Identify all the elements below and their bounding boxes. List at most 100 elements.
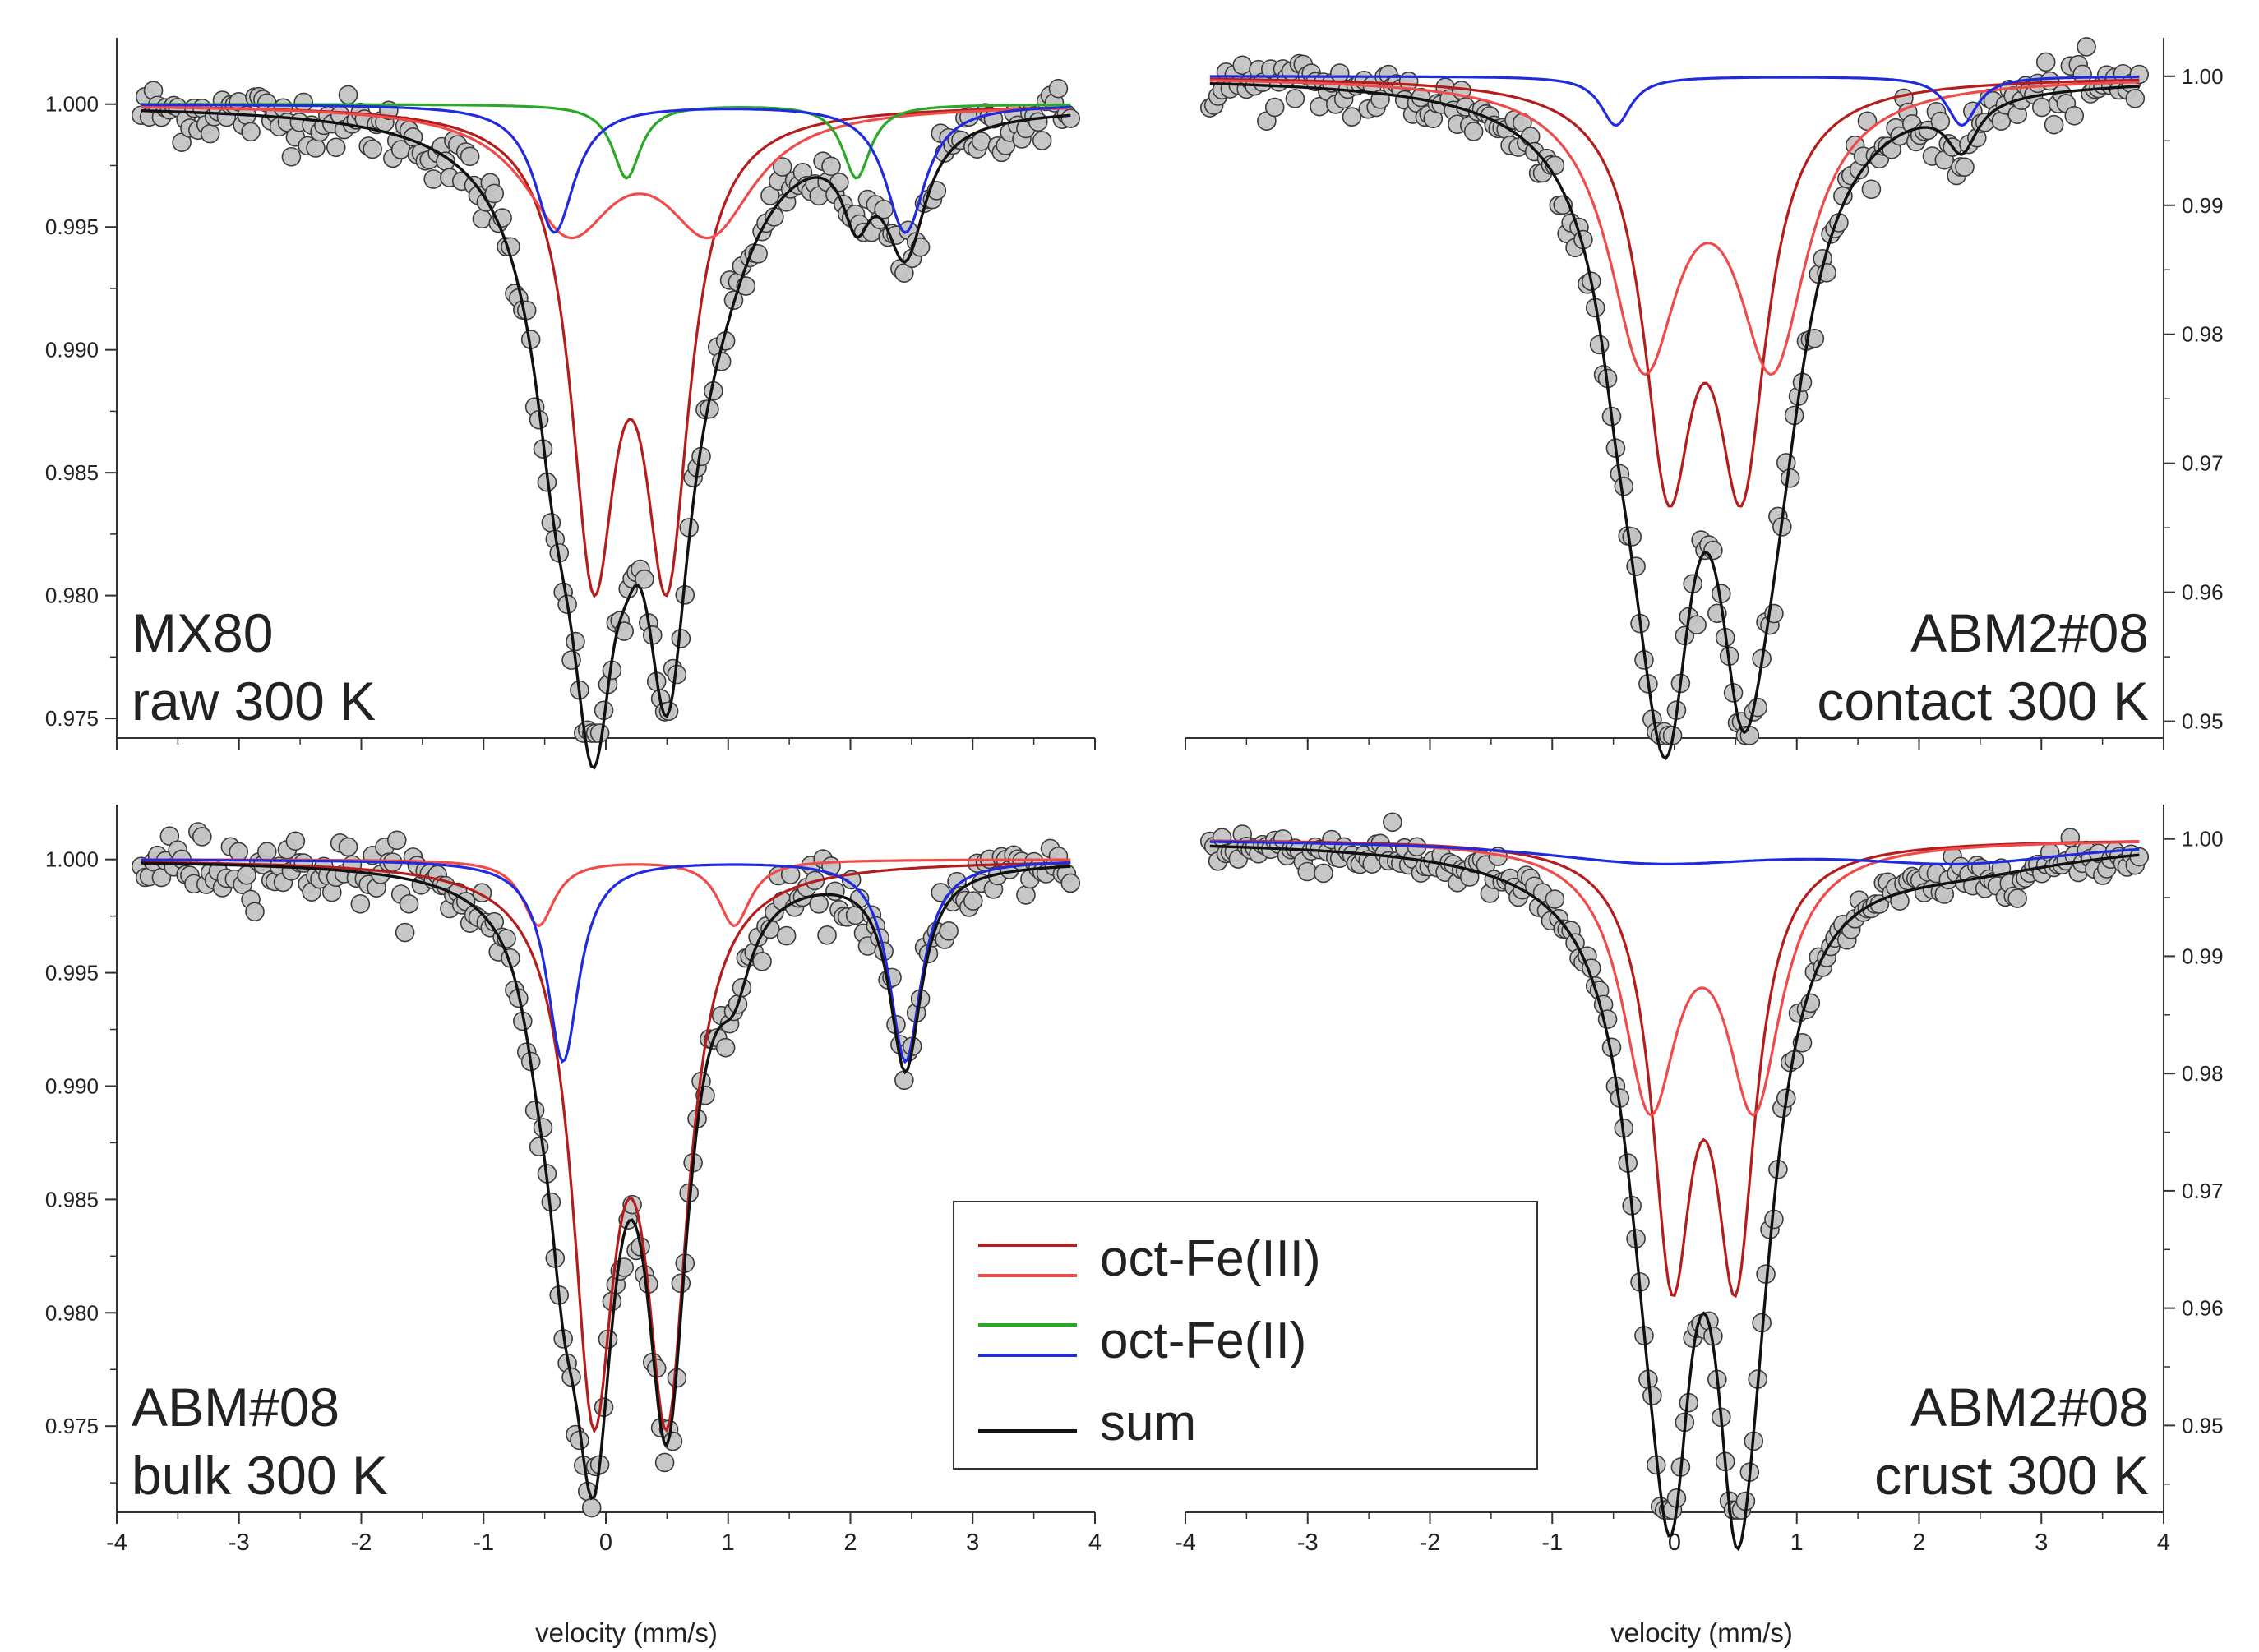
data-point [350, 894, 371, 914]
data-point [256, 842, 277, 861]
data-point [1028, 112, 1048, 132]
panel-label-line2: raw 300 K [132, 671, 376, 731]
x-tick-label: 4 [1088, 1530, 1102, 1556]
y-tick-label: 0.985 [45, 460, 99, 485]
data-point [1622, 527, 1642, 547]
y-tick-label: 0.99 [2182, 944, 2224, 968]
data-point [1314, 863, 1333, 884]
data-point [715, 1037, 736, 1058]
data-point [338, 837, 358, 857]
data-point [1589, 335, 1610, 355]
x-tick-label: -4 [1175, 1530, 1196, 1556]
x-tick-label: 3 [966, 1530, 979, 1556]
sum-line [1209, 844, 2140, 1552]
data-point [1016, 885, 1036, 905]
x-tick-label: 4 [2157, 1530, 2170, 1556]
series-line-oct-fe-ii-doublet [141, 858, 1071, 1064]
x-axis-title-left: velocity (mm/s) [535, 1617, 718, 1648]
panel-abm2-contact: 1.00 0.99 0.98 0.97 0.96 0.95 ABM2#08 contact 3… [1185, 37, 2224, 761]
panel-label-line2: bulk 300 K [132, 1445, 388, 1506]
x-tick-label: 1 [722, 1530, 735, 1556]
data-point [1264, 97, 1285, 118]
data-point [752, 951, 772, 971]
data-point [894, 263, 914, 283]
y-tick-label: 0.98 [2182, 1061, 2224, 1086]
data-point [1626, 556, 1646, 576]
panel-abm-bulk: -4 -3 -2 -1 0 1 2 3 4 1.000 0.995 0.990 0.985 0.980 0.… [45, 805, 1102, 1556]
panel-label-line1: ABM2#08 [1910, 1377, 2149, 1437]
y-tick-label: 0.99 [2182, 193, 2224, 218]
series-line-oct-fe-iii-doublet-2 [141, 105, 1071, 240]
data-point [1955, 157, 1975, 178]
data-point [1329, 63, 1350, 83]
series-line-oct-fe-iii-doublet-1 [141, 861, 1071, 1434]
data-point [1545, 889, 1565, 909]
data-point [1297, 861, 1318, 882]
panel-label-line2: contact 300 K [1817, 671, 2149, 731]
data-point [1048, 78, 1069, 99]
x-tick-label: -3 [229, 1530, 250, 1556]
data-point [1060, 873, 1081, 893]
x-tick-label: 3 [2035, 1530, 2048, 1556]
y-tick-label: 1.00 [2182, 64, 2224, 89]
data-point [663, 1431, 683, 1451]
x-tick-label: 2 [843, 1530, 857, 1556]
data-point [1285, 89, 1305, 108]
data-point [635, 569, 654, 589]
data-point [395, 922, 415, 943]
data-point [829, 172, 849, 192]
y-tick-label: 0.980 [45, 1300, 99, 1325]
panel-label-line2: crust 300 K [1874, 1445, 2149, 1506]
panel-abm2-crust: -4 -3 -2 -1 0 1 2 3 4 1.00 0.99 0.98 0.97 0.96 0.95 ABM… [1175, 805, 2224, 1556]
data-point [2044, 114, 2064, 135]
series-line-oct-fe-ii-doublet [1209, 840, 2140, 865]
x-tick-label: -2 [351, 1530, 372, 1556]
legend-label-fe2: oct-Fe(II) [1100, 1313, 1306, 1369]
data-point [192, 827, 212, 847]
data-point [524, 1101, 545, 1120]
data-point [566, 631, 585, 652]
x-tick-label: 0 [599, 1530, 612, 1556]
panel-label-line1: ABM2#08 [1910, 602, 2149, 663]
legend: oct-Fe(III) oct-Fe(II) sum [953, 1201, 1538, 1470]
data-point [1060, 108, 1081, 128]
data-point [1991, 111, 2012, 131]
data-point [472, 209, 492, 229]
data-point [1930, 111, 1951, 132]
data-point [1861, 179, 1882, 200]
y-tick-label: 0.97 [2182, 451, 2224, 476]
y-tick-label: 1.000 [45, 847, 99, 872]
data-point [281, 146, 302, 167]
data-point [326, 137, 346, 158]
data-point [581, 1497, 602, 1518]
sum-line [1209, 81, 2140, 761]
x-tick-label: -4 [106, 1530, 127, 1556]
x-tick-label: 0 [1668, 1530, 1681, 1556]
panel-label-line1: MX80 [132, 602, 273, 663]
data-point [894, 1070, 914, 1091]
data-point [386, 830, 407, 851]
data-point [1383, 812, 1402, 833]
data-point [939, 921, 959, 941]
data-point [1687, 615, 1707, 635]
sum-line [141, 861, 1071, 1501]
data-point [817, 925, 837, 945]
data-point [399, 894, 419, 914]
y-tick-label: 0.990 [45, 1073, 99, 1098]
data-point [2031, 97, 2052, 118]
y-tick-label: 0.975 [45, 1414, 99, 1438]
series-line-oct-fe-ii-doublet [1209, 75, 2140, 127]
y-tick-label: 0.995 [45, 215, 99, 239]
series-line-oct-fe-iii-doublet-2 [1209, 79, 2140, 376]
y-tick-label: 1.000 [45, 92, 99, 117]
data-point [529, 1137, 549, 1157]
data-point [2064, 106, 2085, 126]
data-point [241, 122, 261, 142]
data-point [776, 925, 797, 946]
y-tick-label: 0.985 [45, 1187, 99, 1211]
y-tick-label: 0.990 [45, 338, 99, 362]
data-point [516, 300, 537, 321]
data-point [245, 902, 265, 922]
data-point [821, 156, 841, 177]
